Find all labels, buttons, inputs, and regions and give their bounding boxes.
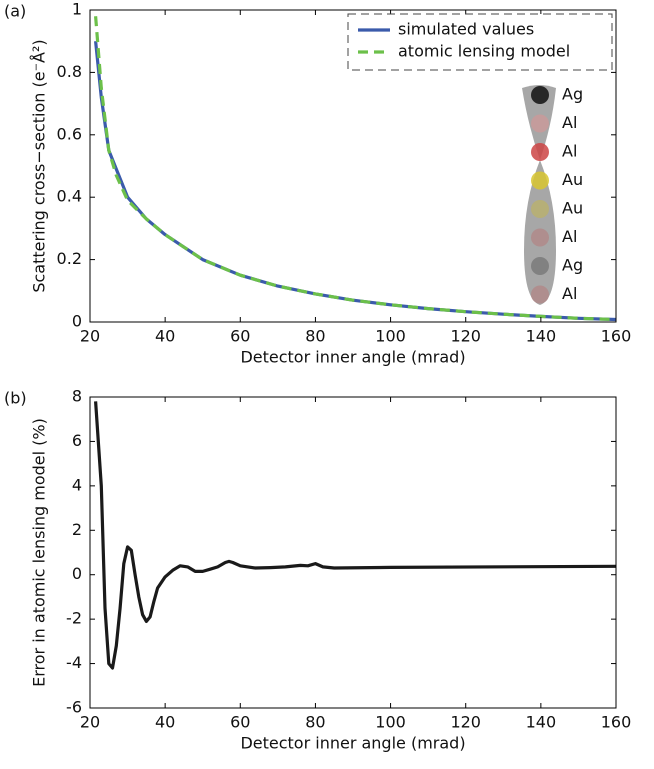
atom-label: Al bbox=[562, 227, 577, 246]
x-tick-label: 160 bbox=[601, 327, 632, 346]
atom bbox=[531, 86, 549, 104]
x-tick-label: 160 bbox=[601, 713, 632, 732]
atom bbox=[531, 200, 549, 218]
atom-label: Al bbox=[562, 284, 577, 303]
atom bbox=[531, 114, 549, 133]
x-tick-label: 60 bbox=[230, 327, 250, 346]
atom-label: Al bbox=[562, 142, 577, 161]
y-tick-label: 1 bbox=[72, 0, 82, 19]
y-tick-label: 6 bbox=[72, 431, 82, 450]
x-tick-label: 60 bbox=[230, 713, 250, 732]
atom-label: Au bbox=[562, 170, 583, 189]
legend-label: atomic lensing model bbox=[398, 42, 570, 61]
legend-label: simulated values bbox=[398, 20, 534, 39]
panel-label: (a) bbox=[4, 2, 26, 21]
x-tick-label: 80 bbox=[305, 713, 325, 732]
y-tick-label: 0.6 bbox=[57, 124, 82, 143]
atom bbox=[531, 143, 549, 161]
y-axis-label: Error in atomic lensing model (%) bbox=[30, 418, 49, 687]
y-tick-label: 4 bbox=[72, 475, 82, 494]
atom bbox=[531, 257, 549, 275]
atom-label: Ag bbox=[562, 85, 583, 104]
atom-label: Au bbox=[562, 199, 583, 218]
panel-label: (b) bbox=[4, 389, 27, 408]
x-tick-label: 20 bbox=[80, 713, 100, 732]
atom bbox=[531, 285, 549, 304]
y-tick-label: 0 bbox=[72, 564, 82, 583]
y-axis-label: Scattering cross−section (e⁻Å²) bbox=[30, 39, 49, 292]
y-tick-label: -4 bbox=[66, 653, 82, 672]
x-tick-label: 20 bbox=[80, 327, 100, 346]
y-tick-label: 8 bbox=[72, 387, 82, 406]
legend-box bbox=[347, 13, 613, 71]
x-tick-label: 80 bbox=[305, 327, 325, 346]
y-tick-label: -2 bbox=[66, 609, 82, 628]
data-line bbox=[94, 16, 617, 322]
axes-frame bbox=[89, 396, 617, 709]
x-tick-label: 40 bbox=[155, 713, 175, 732]
x-tick-label: 120 bbox=[450, 327, 481, 346]
axes-frame bbox=[89, 9, 617, 323]
y-tick-label: -6 bbox=[66, 698, 82, 717]
y-tick-label: 0.4 bbox=[57, 187, 82, 206]
x-tick-label: 140 bbox=[526, 713, 557, 732]
y-tick-label: 0.2 bbox=[57, 249, 82, 268]
x-tick-label: 100 bbox=[375, 327, 406, 346]
y-tick-label: 0 bbox=[72, 312, 82, 331]
y-tick-label: 2 bbox=[72, 520, 82, 539]
data-line bbox=[94, 401, 617, 670]
atom bbox=[531, 171, 549, 190]
x-tick-label: 140 bbox=[526, 327, 557, 346]
data-line bbox=[94, 41, 617, 322]
atom-label: Ag bbox=[562, 256, 583, 275]
x-tick-label: 120 bbox=[450, 713, 481, 732]
y-tick-label: 0.8 bbox=[57, 62, 82, 81]
atom bbox=[531, 228, 549, 247]
x-tick-label: 40 bbox=[155, 327, 175, 346]
x-axis-label: Detector inner angle (mrad) bbox=[240, 348, 465, 367]
x-axis-label: Detector inner angle (mrad) bbox=[240, 734, 465, 753]
atom-label: Al bbox=[562, 113, 577, 132]
x-tick-label: 100 bbox=[375, 713, 406, 732]
